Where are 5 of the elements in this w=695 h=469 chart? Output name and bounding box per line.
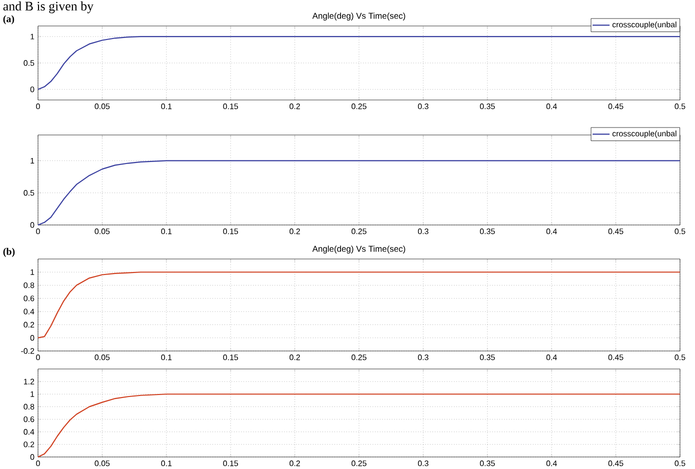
text: (b) xyxy=(3,248,15,257)
chart-title: Angle(deg) Vs Time(sec) xyxy=(312,12,406,20)
text: (a) xyxy=(3,15,14,24)
text: and B is given by xyxy=(3,1,94,14)
chart-title: Angle(deg) Vs Time(sec) xyxy=(312,246,406,254)
